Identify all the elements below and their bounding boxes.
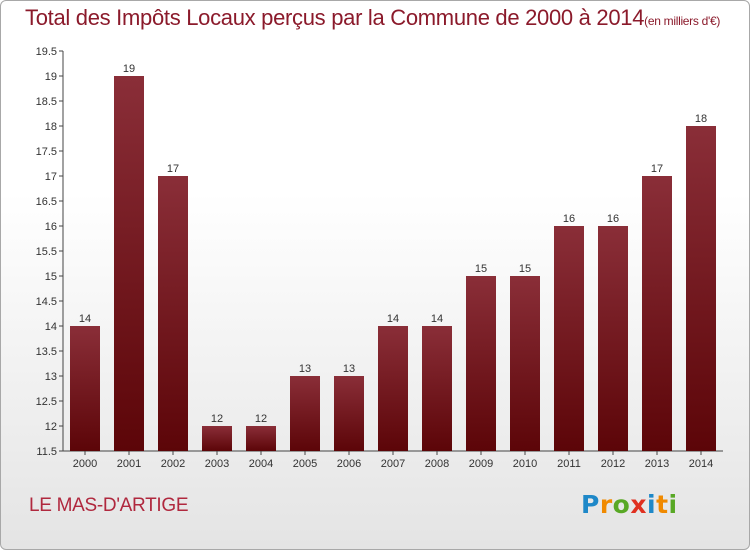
data-label-2002: 17: [167, 163, 179, 175]
proxiti-logo[interactable]: Proxiti: [581, 490, 678, 519]
bar-2000: [70, 326, 100, 451]
data-label-2008: 14: [431, 313, 443, 325]
bar-2009: [466, 276, 496, 451]
data-label-2010: 15: [519, 263, 531, 275]
logo-letter: i: [647, 490, 657, 519]
data-label-2013: 17: [651, 163, 663, 175]
data-label-2014: 18: [695, 113, 707, 125]
y-tick-label: 18: [45, 121, 57, 133]
x-tick-label: 2001: [117, 458, 141, 470]
y-tick-label: 19.5: [36, 46, 57, 58]
y-tick-label: 13: [45, 371, 57, 383]
bar-2005: [290, 376, 320, 451]
logo-letter: i: [668, 490, 678, 519]
x-tick-label: 2000: [73, 458, 97, 470]
bar-2003: [202, 426, 232, 451]
x-tick-label: 2013: [645, 458, 669, 470]
logo-letter: r: [599, 490, 613, 519]
bar-2006: [334, 376, 364, 451]
logo-letter: P: [581, 490, 600, 519]
x-tick-label: 2004: [249, 458, 273, 470]
y-tick-label: 11.5: [36, 446, 57, 458]
logo-letter: x: [630, 490, 647, 519]
bars: [70, 76, 716, 451]
x-tick-label: 2010: [513, 458, 537, 470]
x-tick-label: 2008: [425, 458, 449, 470]
y-tick-label: 15: [45, 271, 57, 283]
data-label-2009: 15: [475, 263, 487, 275]
data-label-2003: 12: [211, 413, 223, 425]
chart-title-unit: (en milliers d'€): [644, 14, 721, 28]
data-label-2001: 19: [123, 63, 135, 75]
data-label-2000: 14: [79, 313, 91, 325]
bar-2013: [642, 176, 672, 451]
bar-2002: [158, 176, 188, 451]
bar-2012: [598, 226, 628, 451]
bar-2004: [246, 426, 276, 451]
logo-letter: o: [612, 490, 631, 519]
y-tick-label: 12: [45, 421, 57, 433]
x-tick-label: 2014: [689, 458, 713, 470]
y-axis: 11.5 12 12.5 13 13.5 14 14.5 15 15.5 16 16.5 17 17.5…: [36, 46, 64, 458]
y-tick-label: 17: [45, 171, 57, 183]
chart-title-text: Total des Impôts Locaux perçus par la Co…: [25, 5, 645, 30]
x-axis: 2000 2001 2002 2003 2004 2005 2006 2007 2008 2009…: [63, 450, 723, 470]
y-tick-label: 15.5: [36, 246, 57, 258]
y-tick-label: 17.5: [36, 146, 57, 158]
x-tick-label: 2012: [601, 458, 625, 470]
data-label-2012: 16: [607, 213, 619, 225]
bar-2008: [422, 326, 452, 451]
bar-2014: [686, 126, 716, 451]
y-tick-label: 14.5: [36, 296, 57, 308]
commune-name: LE MAS-D'ARTIGE: [29, 495, 189, 516]
x-tick-label: 2002: [161, 458, 185, 470]
y-tick-label: 16.5: [36, 196, 57, 208]
x-tick-label: 2006: [337, 458, 361, 470]
chart-title: Total des Impôts Locaux perçus par la Co…: [25, 5, 720, 31]
data-label-2007: 14: [387, 313, 399, 325]
y-tick-label: 16: [45, 221, 57, 233]
data-label-2005: 13: [299, 363, 311, 375]
y-tick-label: 18.5: [36, 96, 57, 108]
data-label-2006: 13: [343, 363, 355, 375]
x-tick-label: 2009: [469, 458, 493, 470]
bar-2007: [378, 326, 408, 451]
x-tick-label: 2007: [381, 458, 405, 470]
y-tick-label: 14: [45, 321, 57, 333]
x-tick-label: 2003: [205, 458, 229, 470]
bar-2011: [554, 226, 584, 451]
x-tick-label: 2005: [293, 458, 317, 470]
x-tick-label: 2011: [557, 458, 581, 470]
logo-letter: t: [656, 490, 669, 519]
data-label-2011: 16: [563, 213, 575, 225]
y-tick-label: 19: [45, 71, 57, 83]
y-tick-label: 12.5: [36, 396, 57, 408]
y-tick-label: 13.5: [36, 346, 57, 358]
bar-2001: [114, 76, 144, 451]
data-labels: 14 19 17 12 12 13 13 14 14 15 15 16 16 17 18: [79, 63, 707, 425]
bar-2010: [510, 276, 540, 451]
data-label-2004: 12: [255, 413, 267, 425]
